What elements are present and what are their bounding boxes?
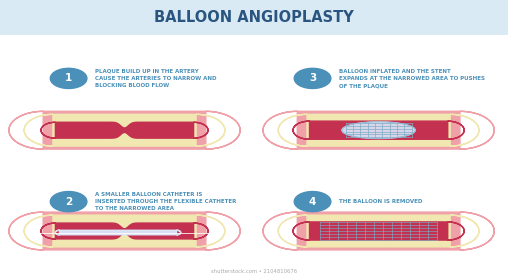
Circle shape: [50, 68, 87, 88]
Text: A SMALLER BALLOON CATHETER IS
INSERTED THROUGH THE FLEXIBLE CATHETER
TO THE NARR: A SMALLER BALLOON CATHETER IS INSERTED T…: [95, 192, 237, 211]
Circle shape: [294, 68, 331, 88]
Text: PLAQUE BUILD UP IN THE ARTERY
CAUSE THE ARTERIES TO NARROW AND
BLOCKING BLOOD FL: PLAQUE BUILD UP IN THE ARTERY CAUSE THE …: [95, 69, 216, 88]
Circle shape: [50, 192, 87, 212]
Circle shape: [294, 192, 331, 212]
Polygon shape: [24, 215, 225, 247]
Text: BALLOON ANGIOPLASTY: BALLOON ANGIOPLASTY: [154, 10, 354, 25]
Polygon shape: [263, 111, 494, 149]
Text: 3: 3: [309, 73, 316, 83]
Text: THE BALLOON IS REMOVED: THE BALLOON IS REMOVED: [339, 199, 422, 204]
Text: 4: 4: [309, 197, 316, 207]
Polygon shape: [55, 230, 180, 235]
Polygon shape: [9, 212, 240, 250]
Polygon shape: [41, 223, 208, 239]
Polygon shape: [263, 212, 494, 250]
Polygon shape: [9, 111, 240, 149]
Polygon shape: [293, 222, 464, 240]
Polygon shape: [293, 121, 464, 139]
Text: 2: 2: [65, 197, 72, 207]
Polygon shape: [24, 114, 225, 146]
Text: 1: 1: [65, 73, 72, 83]
Polygon shape: [41, 122, 208, 138]
Polygon shape: [278, 215, 479, 247]
Text: shutterstock.com • 2104810676: shutterstock.com • 2104810676: [211, 269, 297, 274]
FancyBboxPatch shape: [0, 0, 508, 35]
Ellipse shape: [342, 122, 415, 139]
Polygon shape: [278, 114, 479, 146]
Text: BALLOON INFLATED AND THE STENT
EXPANDS AT THE NARROWED AREA TO PUSHES
OF THE PLA: BALLOON INFLATED AND THE STENT EXPANDS A…: [339, 69, 485, 88]
